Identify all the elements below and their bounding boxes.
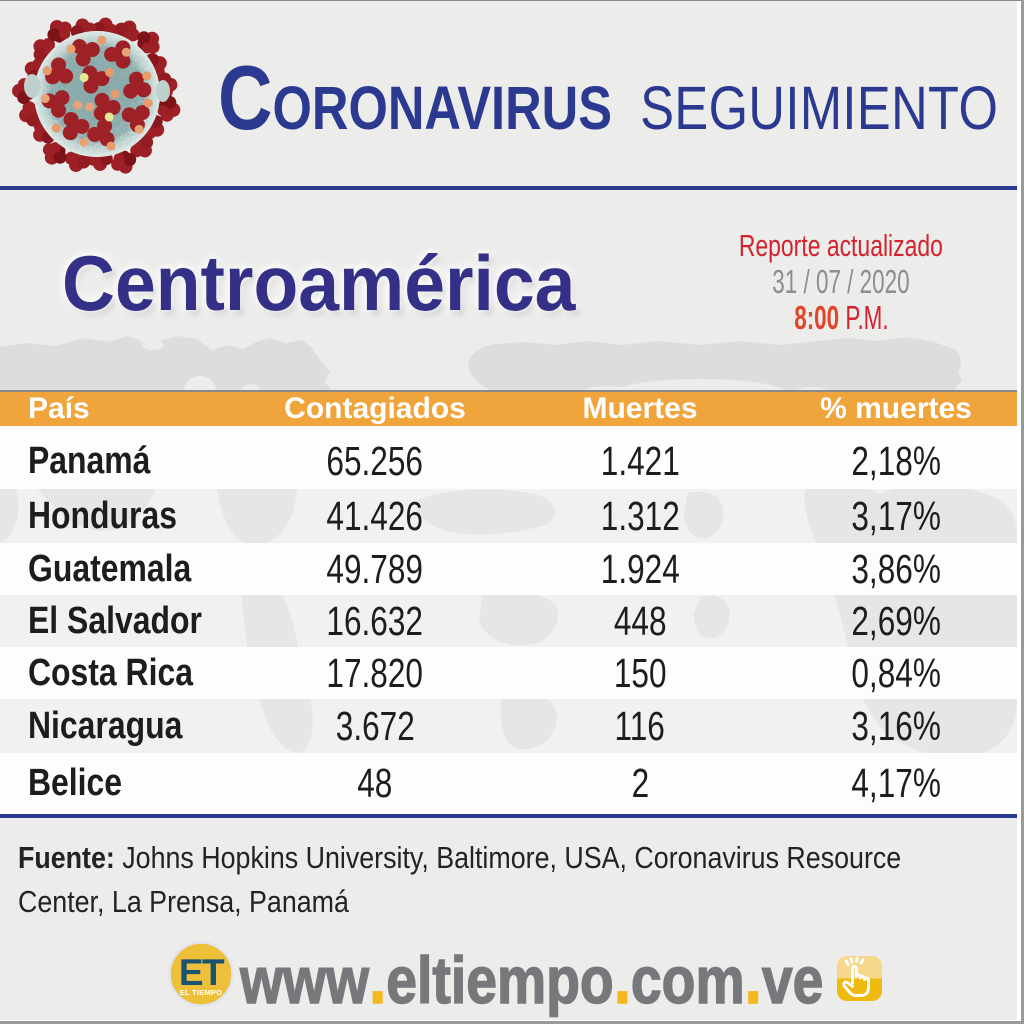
svg-text:ET: ET <box>179 952 225 993</box>
svg-text:EL TIEMPO: EL TIEMPO <box>180 988 223 997</box>
